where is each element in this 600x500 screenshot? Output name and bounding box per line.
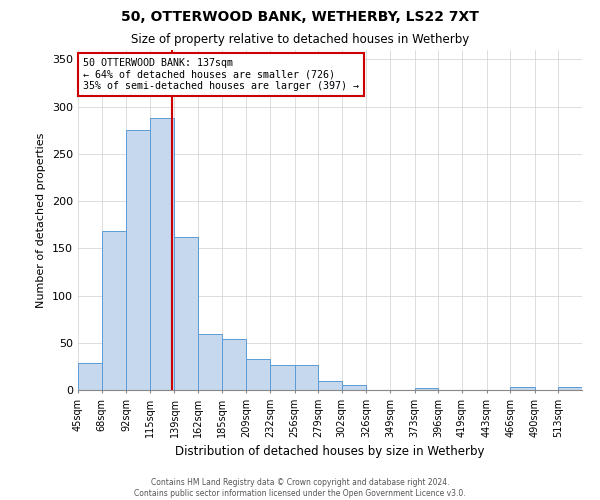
Bar	[415, 388, 438, 390]
Bar	[295, 364, 318, 390]
Bar	[101, 232, 126, 390]
Bar	[78, 362, 101, 390]
Bar	[247, 359, 270, 390]
Bar	[559, 387, 582, 390]
Bar	[175, 237, 198, 390]
Bar	[198, 334, 222, 390]
Text: 50 OTTERWOOD BANK: 137sqm
← 64% of detached houses are smaller (726)
35% of semi: 50 OTTERWOOD BANK: 137sqm ← 64% of detac…	[83, 58, 359, 91]
Bar	[270, 364, 295, 390]
Bar	[342, 386, 367, 390]
Bar	[510, 387, 535, 390]
Y-axis label: Number of detached properties: Number of detached properties	[37, 132, 46, 308]
X-axis label: Distribution of detached houses by size in Wetherby: Distribution of detached houses by size …	[175, 446, 485, 458]
Bar	[222, 339, 247, 390]
Text: 50, OTTERWOOD BANK, WETHERBY, LS22 7XT: 50, OTTERWOOD BANK, WETHERBY, LS22 7XT	[121, 10, 479, 24]
Text: Size of property relative to detached houses in Wetherby: Size of property relative to detached ho…	[131, 32, 469, 46]
Text: Contains HM Land Registry data © Crown copyright and database right 2024.
Contai: Contains HM Land Registry data © Crown c…	[134, 478, 466, 498]
Bar	[150, 118, 175, 390]
Bar	[126, 130, 150, 390]
Bar	[318, 380, 342, 390]
